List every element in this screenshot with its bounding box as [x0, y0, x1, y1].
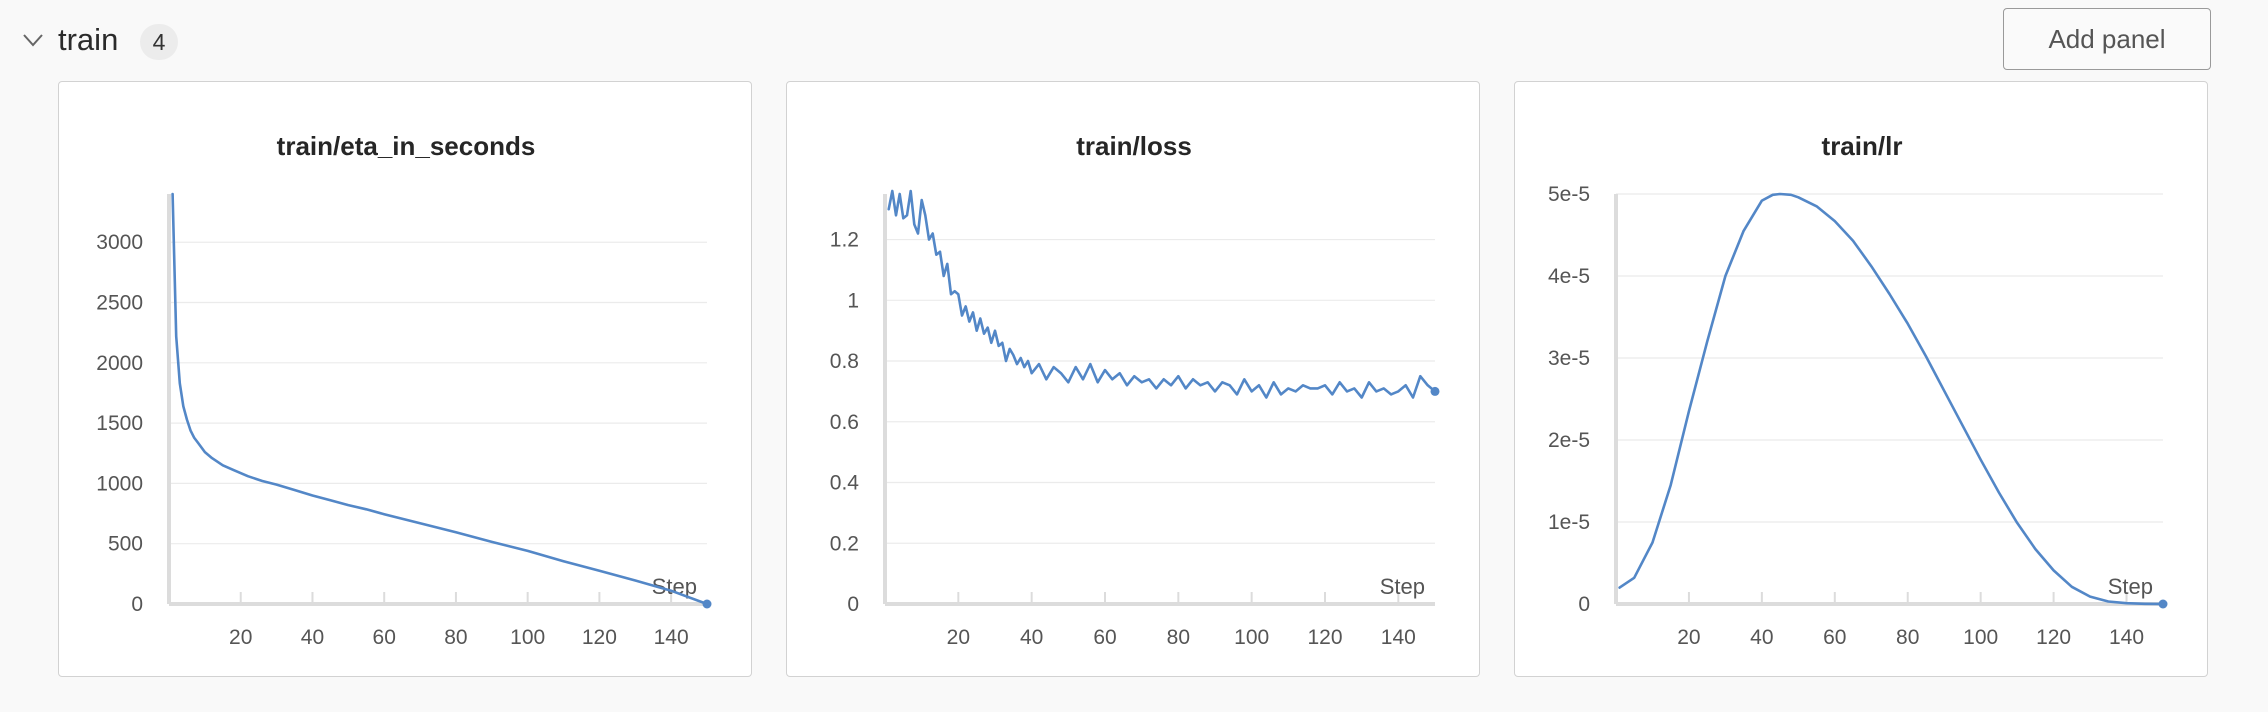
x-tick-label: 80 — [1896, 626, 1919, 649]
y-tick-label: 0.8 — [830, 350, 859, 373]
x-tick-label: 40 — [1750, 626, 1773, 649]
x-tick-label: 120 — [582, 626, 617, 649]
x-axis-label: Step — [2108, 574, 2153, 599]
chart-panel-loss[interactable]: train/loss 0 0.2 0.4 0.6 0.8 1 1.2 20 40 60 80 100 12… — [786, 81, 1480, 677]
y-tick-label: 500 — [108, 533, 143, 556]
x-tick-label: 140 — [1381, 626, 1416, 649]
x-tick-label: 140 — [2109, 626, 2144, 649]
y-tick-label: 2000 — [96, 352, 143, 375]
x-tick-label: 20 — [229, 626, 252, 649]
y-tick-label: 2500 — [96, 292, 143, 315]
x-tick-label: 120 — [1307, 626, 1342, 649]
series-end-point — [2158, 599, 2168, 609]
y-tick-label: 3e-5 — [1548, 347, 1590, 370]
y-tick-label: 5e-5 — [1548, 183, 1590, 206]
y-tick-label: 1000 — [96, 472, 143, 495]
series-line — [887, 189, 1437, 399]
y-tick-label: 1.2 — [830, 229, 859, 252]
series-end-point — [702, 599, 712, 609]
series-end-point — [1430, 386, 1440, 396]
y-tick-label: 0.2 — [830, 532, 859, 555]
section-header: train 4 Add panel — [0, 0, 2268, 80]
x-axis-label: Step — [1380, 574, 1425, 599]
chart-title: train/eta_in_seconds — [277, 131, 536, 161]
chart-title: train/lr — [1822, 131, 1903, 161]
y-tick-label: 2e-5 — [1548, 429, 1590, 452]
x-tick-label: 60 — [1093, 626, 1116, 649]
y-tick-label: 0.6 — [830, 411, 859, 434]
chart-panel-eta[interactable]: train/eta_in_seconds 0 500 1000 1500 2000 2500… — [58, 81, 752, 677]
chart-lr: train/lr 0 1e-5 2e-5 3e-5 4e-5 5e-5 20 40 60 80 100… — [1548, 131, 2168, 649]
panel-count-badge: 4 — [140, 24, 178, 60]
x-tick-label: 100 — [510, 626, 545, 649]
y-tick-label: 4e-5 — [1548, 265, 1590, 288]
x-tick-label: 80 — [1167, 626, 1190, 649]
y-tick-label: 1500 — [96, 412, 143, 435]
add-panel-button[interactable]: Add panel — [2003, 8, 2211, 70]
y-tick-label: 3000 — [96, 231, 143, 254]
x-tick-label: 60 — [1823, 626, 1846, 649]
x-tick-label: 20 — [1677, 626, 1700, 649]
chart-panel-lr[interactable]: train/lr 0 1e-5 2e-5 3e-5 4e-5 5e-5 20 40 60 80 100… — [1514, 81, 2208, 677]
x-tick-label: 140 — [654, 626, 689, 649]
x-tick-label: 120 — [2036, 626, 2071, 649]
series-line — [171, 192, 709, 606]
x-tick-label: 60 — [373, 626, 396, 649]
x-tick-label: 40 — [1020, 626, 1043, 649]
y-tick-label: 0.4 — [830, 472, 860, 495]
section-title: train — [58, 22, 119, 57]
y-tick-label: 1 — [847, 289, 859, 312]
chart-title: train/loss — [1076, 131, 1192, 161]
chevron-down-icon[interactable] — [22, 32, 44, 48]
y-tick-label: 0 — [1578, 593, 1590, 616]
x-tick-label: 80 — [444, 626, 467, 649]
x-tick-label: 40 — [301, 626, 324, 649]
series-line — [1618, 192, 2165, 606]
chart-loss: train/loss 0 0.2 0.4 0.6 0.8 1 1.2 20 40 60 80 100 12… — [830, 131, 1440, 649]
x-tick-label: 20 — [947, 626, 970, 649]
x-tick-label: 100 — [1963, 626, 1998, 649]
y-tick-label: 0 — [131, 593, 143, 616]
y-tick-label: 1e-5 — [1548, 511, 1590, 534]
y-tick-label: 0 — [847, 593, 859, 616]
x-tick-label: 100 — [1234, 626, 1269, 649]
chart-eta: train/eta_in_seconds 0 500 1000 1500 2000 2500… — [96, 131, 712, 649]
